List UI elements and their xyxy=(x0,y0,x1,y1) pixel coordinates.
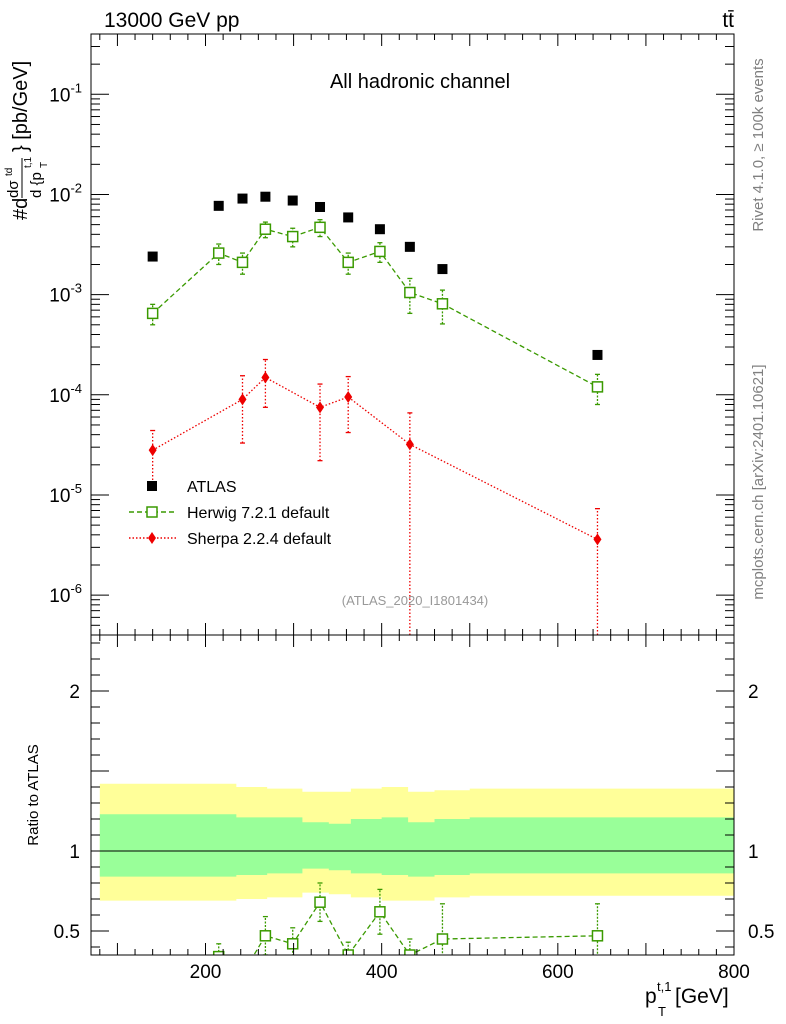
atlas-point xyxy=(237,193,248,204)
y-tick-label: 10-6 xyxy=(49,581,82,607)
ratio-y-tick-label-right: 2 xyxy=(748,682,759,703)
atlas-point xyxy=(374,224,385,235)
legend-atlas-marker xyxy=(147,481,157,491)
ylabel-unit: } [pb/GeV] xyxy=(10,61,32,152)
sherpa-point xyxy=(148,444,157,457)
header-left: 13000 GeV pp xyxy=(104,9,239,32)
atlas-point xyxy=(287,195,298,206)
herwig-point xyxy=(436,298,449,310)
x-tick-label: 400 xyxy=(366,962,398,983)
herwig-point xyxy=(146,307,159,320)
ratio-y-tick-label-left: 0.5 xyxy=(54,922,80,943)
y-tick-label: 10-1 xyxy=(49,80,82,106)
x-tick-label: 800 xyxy=(718,962,750,983)
legend-herwig-label: Herwig 7.2.1 default xyxy=(187,505,330,522)
xlabel: p T t,1 [GeV] xyxy=(645,979,729,1019)
ratio-y-tick-label-right: 0.5 xyxy=(748,922,774,943)
main-ylabel: #d dσ td d {p T t,1 } [pb/GeV] xyxy=(4,61,50,220)
ratio-bands xyxy=(91,783,734,901)
ylabel-num: dσ xyxy=(5,180,22,198)
ticks: 200 400 600 800 10-6 10-5 10-4 10-3 10-2 10-1 0.5 0… xyxy=(49,33,774,983)
ratio-herwig-point xyxy=(314,896,326,908)
y-tick-label: 10-4 xyxy=(49,381,82,407)
y-tick-label: 10-3 xyxy=(49,281,82,307)
ratio-marks xyxy=(148,882,604,979)
atlas-point xyxy=(147,251,158,262)
main-marks xyxy=(146,191,604,635)
herwig-point xyxy=(342,256,354,269)
sherpa-point xyxy=(316,401,325,414)
herwig-point xyxy=(374,245,386,258)
sherpa-point xyxy=(405,438,414,451)
legend-herwig-marker xyxy=(146,506,158,518)
ratio-herwig-point xyxy=(238,969,248,979)
svg-text:#d: #d xyxy=(10,198,32,220)
legend-sherpa-label: Sherpa 2.2.4 default xyxy=(187,531,332,548)
xlabel-sub: T xyxy=(658,1004,666,1019)
rivet-label: Rivet 4.1.0, ≥ 100k events xyxy=(750,58,767,231)
ylabel-den-sub: T xyxy=(39,162,50,168)
herwig-point xyxy=(236,256,249,269)
header-right: tt̄ xyxy=(722,9,734,32)
ratio-herwig-point xyxy=(404,949,416,955)
y-tick-label: 10-2 xyxy=(49,180,82,206)
ylabel-den: d {p xyxy=(28,172,45,198)
y-tick-label: 10-5 xyxy=(49,481,82,507)
xlabel-main: p xyxy=(645,985,657,1008)
ratio-herwig-point xyxy=(374,906,386,918)
herwig-point xyxy=(259,223,272,235)
legend: ATLAS Herwig 7.2.1 default Sherpa 2.2.4 … xyxy=(129,479,332,548)
xlabel-sup: t,1 xyxy=(657,979,671,994)
ratio-y-tick-label-left: 1 xyxy=(69,842,80,863)
sherpa-point xyxy=(344,391,353,404)
ratio-herwig-group xyxy=(148,882,604,979)
ratio-herwig-point xyxy=(259,930,272,942)
plot-title: All hadronic channel xyxy=(330,71,510,93)
atlas-point xyxy=(213,200,224,211)
legend-sherpa-marker xyxy=(148,532,156,544)
ratio-herwig-point xyxy=(436,933,449,945)
ratio-herwig-point xyxy=(286,938,299,950)
ylabel-num-sup: td xyxy=(4,168,15,176)
atlas-point xyxy=(592,349,603,360)
ratio-herwig-point xyxy=(591,930,604,942)
atlas-point xyxy=(437,264,448,275)
ratio-y-tick-label-right: 1 xyxy=(748,842,759,863)
atlas-point xyxy=(260,191,271,202)
ratio-herwig-point xyxy=(342,949,354,955)
ratio-y-tick-label-left: 2 xyxy=(69,682,80,703)
ratio-band-inner xyxy=(99,814,734,877)
xlabel-unit: [GeV] xyxy=(675,985,729,1008)
x-tick-label: 600 xyxy=(542,962,574,983)
herwig-point xyxy=(591,381,604,393)
sherpa-point xyxy=(593,533,602,546)
sherpa-point xyxy=(261,371,270,384)
ratio-ylabel: Ratio to ATLAS xyxy=(25,744,42,845)
mcplots-label: mcplots.cern.ch [arXiv:2401.10621] xyxy=(750,364,767,599)
herwig-point xyxy=(314,221,326,234)
ylabel-prefix: #d xyxy=(10,198,32,220)
ratio-herwig-point xyxy=(148,963,158,973)
sherpa-point xyxy=(238,393,247,406)
atlas-point xyxy=(315,201,326,212)
ylabel-den-sup: t,1 xyxy=(23,156,34,168)
atlas-point xyxy=(343,212,354,223)
atlas-point xyxy=(404,241,415,252)
watermark: (ATLAS_2020_I1801434) xyxy=(342,593,488,608)
legend-atlas-label: ATLAS xyxy=(187,479,237,496)
herwig-point xyxy=(286,230,299,243)
herwig-point xyxy=(404,286,416,299)
herwig-point xyxy=(212,247,225,259)
ratio-herwig-point xyxy=(212,950,225,955)
x-tick-label: 200 xyxy=(190,962,222,983)
ratio-frame xyxy=(90,634,735,956)
